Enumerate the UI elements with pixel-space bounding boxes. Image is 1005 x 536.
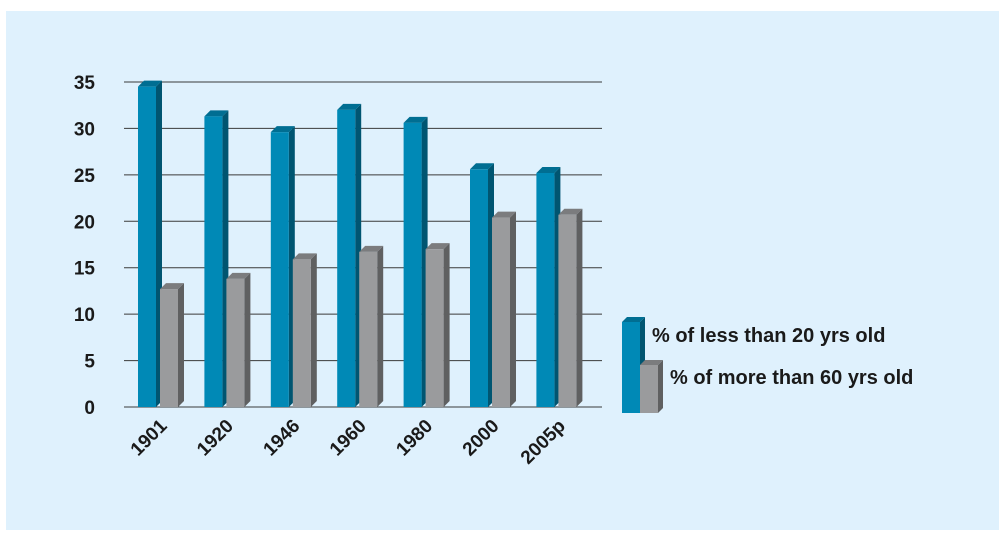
y-tick-label: 0 xyxy=(84,398,95,419)
bar-front xyxy=(403,122,422,407)
y-axis-ticks: 0 5 10 15 20 25 30 35 xyxy=(74,73,96,419)
bar-over-60-1960 xyxy=(359,245,384,407)
bar-side xyxy=(443,243,450,407)
bar-top xyxy=(160,283,184,290)
bar-front xyxy=(292,259,311,407)
bar-front xyxy=(470,169,488,407)
legend-label: % of more than 60 yrs old xyxy=(670,367,913,389)
bar-top xyxy=(270,126,295,133)
legend-item-over-60: % of more than 60 yrs old xyxy=(640,360,913,413)
legend-item-under-20: % of less than 20 yrs old xyxy=(622,317,885,413)
bar-side xyxy=(244,272,251,407)
bar-front xyxy=(536,173,555,407)
bar-front xyxy=(226,278,245,407)
bar-top xyxy=(425,243,450,250)
bar-under-20-1901 xyxy=(138,80,162,408)
x-tick-label: 2000 xyxy=(459,416,504,461)
x-tick-label: 1946 xyxy=(260,416,305,461)
chart-panel: 0 5 10 15 20 25 30 35 1901 1920 1946 1960 1980 2000 2… xyxy=(6,11,999,530)
legend-swatch-top xyxy=(640,360,663,365)
bar-under-20-2005p xyxy=(536,167,561,407)
bar-top xyxy=(359,245,384,252)
bar-top xyxy=(226,272,251,279)
bar-over-60-2005p xyxy=(558,208,583,407)
x-tick-label: 1960 xyxy=(326,416,371,461)
bar-under-20-1980 xyxy=(403,116,428,407)
legend: % of less than 20 yrs old % of more than … xyxy=(622,317,913,413)
legend-swatch-side xyxy=(658,360,663,413)
bar-front xyxy=(160,289,178,407)
bar-over-60-1980 xyxy=(425,243,450,407)
bar-top xyxy=(337,103,362,110)
y-tick-label: 5 xyxy=(84,352,95,373)
bar-under-20-1920 xyxy=(204,110,229,407)
bar-under-20-2000 xyxy=(470,163,494,407)
bar-front xyxy=(558,214,577,407)
bar-top xyxy=(138,80,162,87)
bar-side xyxy=(576,208,583,407)
bar-front xyxy=(337,109,356,407)
bar-front xyxy=(138,86,156,408)
bar-side xyxy=(510,211,516,407)
bar-front xyxy=(204,116,223,407)
legend-swatch xyxy=(622,322,640,413)
y-tick-label: 25 xyxy=(74,166,96,187)
x-tick-label: 2005p xyxy=(517,416,570,469)
y-tick-label: 20 xyxy=(74,212,95,233)
bar-under-20-1946 xyxy=(270,126,295,408)
legend-label: % of less than 20 yrs old xyxy=(652,325,885,347)
bar-under-20-1960 xyxy=(337,103,362,407)
bar-top xyxy=(204,110,229,117)
bar-top xyxy=(558,208,583,215)
y-tick-label: 15 xyxy=(74,259,96,280)
bar-side xyxy=(377,245,384,407)
bars xyxy=(138,80,583,408)
x-tick-label: 1980 xyxy=(392,416,437,461)
bar-over-60-1901 xyxy=(160,283,184,407)
bar-front xyxy=(492,217,510,407)
bar-side xyxy=(310,253,317,407)
bar-front xyxy=(359,251,378,407)
bar-top xyxy=(470,163,494,170)
bar-over-60-1920 xyxy=(226,272,251,407)
y-tick-label: 10 xyxy=(74,305,95,326)
bar-top xyxy=(292,253,317,260)
bar-side xyxy=(178,283,184,407)
x-axis-ticks: 1901 1920 1946 1960 1980 2000 2005p xyxy=(127,415,570,468)
bar-over-60-2000 xyxy=(492,211,516,407)
legend-swatch-top xyxy=(622,317,645,322)
y-tick-label: 35 xyxy=(74,73,96,94)
bar-front xyxy=(270,132,289,407)
x-tick-label: 1920 xyxy=(193,416,238,461)
y-tick-label: 30 xyxy=(74,119,95,140)
bar-top xyxy=(403,116,428,123)
bar-top xyxy=(536,167,561,173)
bar-over-60-1946 xyxy=(292,253,317,407)
legend-swatch xyxy=(640,365,658,413)
bar-chart: 0 5 10 15 20 25 30 35 1901 1920 1946 1960 1980 2000 2… xyxy=(74,73,914,469)
x-tick-label: 1901 xyxy=(127,415,172,460)
bar-front xyxy=(425,249,444,407)
bar-top xyxy=(492,211,516,218)
